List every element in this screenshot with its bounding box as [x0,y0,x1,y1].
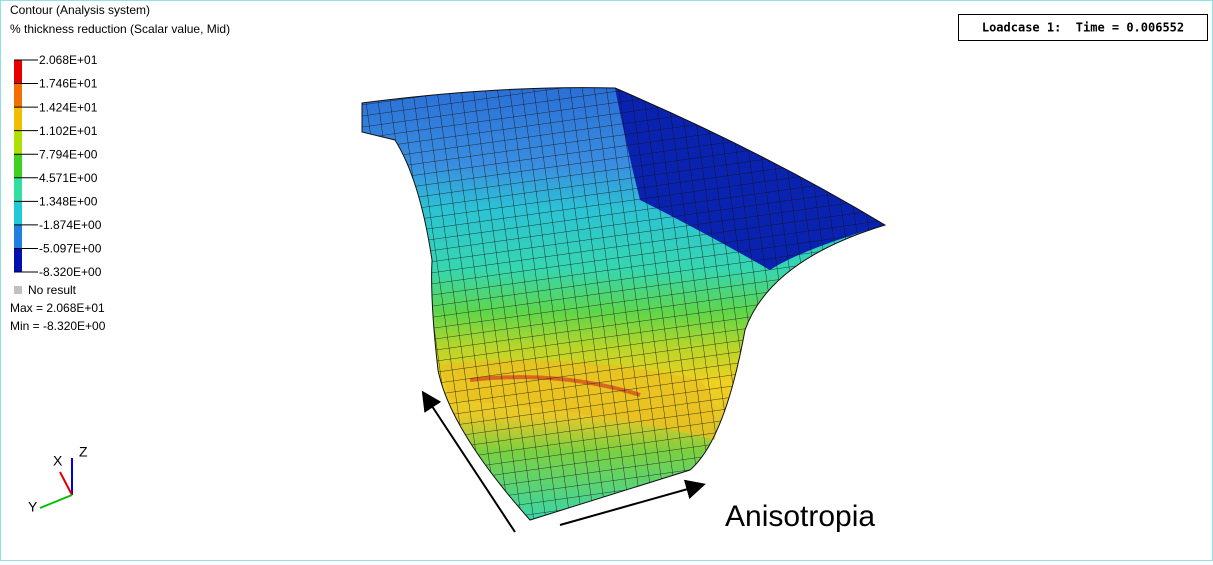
viewport: Contour (Analysis system) % thickness re… [0,0,1213,561]
page: {"header": {"title": "Contour (Analysis … [0,0,1213,561]
legend-label: -1.874E+00 [39,218,102,232]
legend-label: 2.068E+01 [39,53,98,67]
legend-label: 7.794E+00 [39,147,98,161]
legend-label: 1.424E+01 [39,100,98,114]
legend-label: -8.320E+00 [39,265,102,279]
legend-label: 1.746E+01 [39,77,98,91]
legend-title: Contour (Analysis system) [10,3,150,17]
loadcase-status: Loadcase 1: Time = 0.006552 [982,21,1184,35]
legend-subtitle: % thickness reduction (Scalar value, Mid… [10,22,230,36]
min-label: Min = -8.320E+00 [10,319,106,333]
axis-z-label: Z [79,444,88,460]
max-label: Max = 2.068E+01 [10,301,105,315]
mesh-part [362,88,885,520]
legend-label: 4.571E+00 [39,171,98,185]
legend-label: 1.102E+01 [39,124,98,138]
legend-label: 1.348E+00 [39,195,98,209]
axis-x-label: X [53,453,63,469]
no-result-label: No result [28,283,77,297]
legend [14,60,22,294]
legend-label: -5.097E+00 [39,242,102,256]
annotation: Anisotropia [725,500,875,533]
axis-y-label: Y [28,499,38,515]
